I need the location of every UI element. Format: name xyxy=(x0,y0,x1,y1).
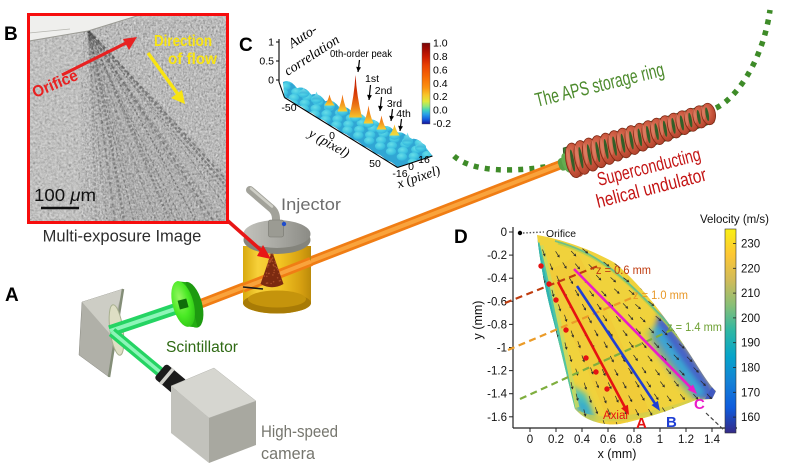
svg-text:Velocity (m/s): Velocity (m/s) xyxy=(700,214,769,226)
svg-text:0.2: 0.2 xyxy=(433,91,448,103)
svg-text:100 μm: 100 μm xyxy=(34,185,96,205)
svg-text:0.4: 0.4 xyxy=(574,434,591,446)
svg-text:Multi-exposure Image: Multi-exposure Image xyxy=(43,228,202,246)
svg-text:-1.6: -1.6 xyxy=(487,412,507,424)
svg-text:-1.4: -1.4 xyxy=(487,389,507,401)
svg-text:-0.4: -0.4 xyxy=(487,273,507,285)
svg-text:Axial: Axial xyxy=(603,410,628,422)
svg-text:-1.2: -1.2 xyxy=(487,366,507,378)
svg-text:1st: 1st xyxy=(365,73,379,85)
svg-text:B: B xyxy=(4,24,18,45)
svg-text:170: 170 xyxy=(741,387,760,399)
svg-text:180: 180 xyxy=(741,363,760,375)
svg-text:200: 200 xyxy=(741,313,760,325)
svg-text:z = 1.4 mm: z = 1.4 mm xyxy=(667,320,722,334)
svg-text:x (mm): x (mm) xyxy=(598,447,637,461)
svg-text:16: 16 xyxy=(418,154,430,166)
svg-text:3rd: 3rd xyxy=(387,98,402,110)
svg-text:0.8: 0.8 xyxy=(626,434,642,446)
svg-text:190: 190 xyxy=(741,338,760,350)
svg-text:-0.8: -0.8 xyxy=(487,319,507,331)
svg-text:y (mm): y (mm) xyxy=(471,301,485,340)
svg-text:210: 210 xyxy=(741,288,760,300)
svg-text:Orifice: Orifice xyxy=(546,228,576,240)
svg-text:-1: -1 xyxy=(497,343,507,355)
svg-text:C: C xyxy=(694,396,705,413)
svg-text:C: C xyxy=(239,35,253,56)
svg-text:0: 0 xyxy=(329,130,335,142)
svg-text:Injector: Injector xyxy=(281,195,341,214)
svg-text:160: 160 xyxy=(741,412,760,424)
svg-text:z = 1.0 mm: z = 1.0 mm xyxy=(633,288,688,302)
svg-text:B: B xyxy=(666,414,677,431)
svg-text:0: 0 xyxy=(268,75,274,87)
svg-text:-16: -16 xyxy=(392,168,407,180)
svg-text:-0.6: -0.6 xyxy=(487,296,507,308)
svg-text:220: 220 xyxy=(741,263,760,275)
svg-text:A: A xyxy=(5,285,19,306)
svg-text:2nd: 2nd xyxy=(375,85,393,97)
svg-text:0: 0 xyxy=(501,227,507,239)
svg-text:-50: -50 xyxy=(281,102,296,114)
svg-text:-0.2: -0.2 xyxy=(433,118,451,130)
svg-text:50: 50 xyxy=(369,158,381,170)
svg-text:0.6: 0.6 xyxy=(433,65,448,77)
svg-text:1.2: 1.2 xyxy=(678,434,694,446)
svg-text:of flow: of flow xyxy=(168,51,218,68)
svg-text:1.4: 1.4 xyxy=(704,434,721,446)
svg-text:0.4: 0.4 xyxy=(433,78,448,90)
svg-text:Scintillator: Scintillator xyxy=(166,339,238,356)
svg-text:0th-order peak: 0th-order peak xyxy=(330,48,393,60)
svg-text:D: D xyxy=(454,227,468,248)
svg-text:A: A xyxy=(636,415,647,432)
svg-text:z = 0.6 mm: z = 0.6 mm xyxy=(596,263,651,277)
svg-text:High-speed: High-speed xyxy=(261,422,338,441)
svg-text:1: 1 xyxy=(657,434,663,446)
svg-text:0: 0 xyxy=(408,161,414,173)
svg-text:230: 230 xyxy=(741,239,760,251)
svg-text:1: 1 xyxy=(268,37,274,49)
svg-text:Direction: Direction xyxy=(154,33,212,50)
svg-text:0.5: 0.5 xyxy=(259,56,274,68)
svg-text:1.0: 1.0 xyxy=(433,38,448,50)
svg-text:0.6: 0.6 xyxy=(600,434,616,446)
svg-text:4th: 4th xyxy=(396,108,411,120)
svg-text:0.0: 0.0 xyxy=(433,105,448,117)
svg-text:0: 0 xyxy=(527,434,533,446)
svg-text:0.8: 0.8 xyxy=(433,51,448,63)
svg-text:0.2: 0.2 xyxy=(548,434,564,446)
svg-text:-0.2: -0.2 xyxy=(487,250,507,262)
svg-text:camera: camera xyxy=(261,444,316,463)
